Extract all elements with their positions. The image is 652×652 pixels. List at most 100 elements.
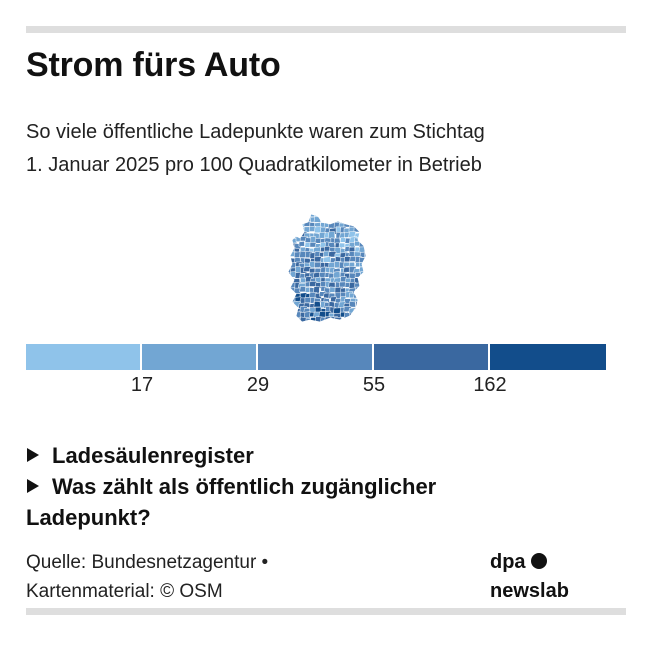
district-cell [289, 222, 297, 229]
germany-choropleth-map[interactable] [280, 212, 370, 324]
district-cell [364, 271, 366, 278]
district-cell [280, 238, 285, 243]
district-cell [288, 301, 293, 308]
district-cell [321, 323, 328, 324]
district-cell [280, 252, 286, 258]
district-cell [280, 293, 287, 298]
district-cell [363, 297, 366, 304]
district-cell [363, 216, 366, 223]
district-cell [298, 214, 306, 219]
district-cell [348, 216, 357, 223]
faq-toggle[interactable]: Was zählt als öffentlich zugänglicher La… [26, 471, 626, 533]
district-cell [294, 227, 304, 234]
chart-subtitle: So viele öffentliche Ladepunkte waren zu… [26, 116, 626, 182]
district-cell [280, 213, 285, 218]
district-cell [359, 280, 366, 288]
register-toggle[interactable]: Ladesäulenregister [26, 440, 626, 471]
district-cell [326, 323, 332, 324]
legend-bin [26, 344, 142, 370]
register-label: Ladesäulenregister [52, 443, 254, 468]
district-cell [359, 291, 366, 298]
legend-tick-label: 162 [473, 374, 507, 396]
district-cell [359, 231, 366, 239]
district-cell [280, 317, 285, 322]
district-cell [359, 217, 366, 225]
district-cell [280, 323, 286, 324]
district-cell [363, 227, 366, 234]
district-cell [323, 217, 331, 224]
legend-tick-label: 17 [130, 374, 154, 396]
district-cell [288, 241, 291, 248]
color-legend [26, 344, 606, 370]
district-cell [364, 261, 366, 270]
district-cell [364, 286, 366, 294]
district-cell [293, 217, 303, 224]
district-cell [360, 313, 366, 321]
source-line-2: Kartenmaterial: © OSM [26, 581, 223, 602]
district-cell [288, 245, 293, 253]
triangle-right-icon [27, 448, 39, 462]
district-cell [293, 321, 302, 322]
germany-outline [287, 213, 367, 323]
district-cell [353, 316, 362, 322]
district-cell [364, 237, 366, 244]
district-cell [364, 222, 366, 230]
district-cell [288, 277, 293, 285]
expandable-links: Ladesäulenregister Was zählt als öffentl… [26, 440, 626, 533]
district-cell [353, 214, 361, 218]
district-cell [359, 226, 366, 234]
district-cell [313, 300, 321, 308]
district-cell [358, 222, 366, 228]
district-cell [349, 214, 357, 218]
district-cell [289, 321, 298, 322]
district-cell [328, 282, 336, 288]
district-cell [280, 242, 284, 248]
district-cell [363, 283, 366, 288]
legend-bin [374, 344, 490, 370]
district-cell [280, 271, 286, 278]
district-cell [295, 221, 302, 229]
district-cell [363, 321, 366, 322]
district-cell [327, 231, 336, 239]
subtitle-line-2: 1. Januar 2025 pro 100 Quadratkilometer … [26, 154, 482, 176]
district-cell [288, 292, 292, 300]
district-cell [288, 222, 294, 229]
logo-line-1: dpa [490, 548, 569, 577]
legend-tick-label: 29 [246, 374, 270, 396]
district-cell [364, 231, 366, 238]
district-cell [364, 301, 366, 307]
district-cell [280, 222, 285, 227]
district-cell [363, 291, 366, 299]
district-cell [363, 240, 366, 249]
district-cell [345, 214, 352, 219]
district-cell [354, 322, 362, 324]
legend-tick-label: 55 [362, 374, 386, 396]
district-cell [288, 217, 293, 224]
district-cell [288, 316, 292, 322]
district-cell [358, 288, 366, 295]
district-cell [359, 308, 366, 315]
district-cell [355, 222, 363, 228]
district-cell [280, 262, 286, 267]
logo-line-2: newslab [490, 580, 569, 602]
district-cell [280, 297, 286, 303]
district-cell [288, 227, 291, 235]
district-cell [280, 313, 286, 320]
district-cell [306, 323, 312, 324]
district-cell [288, 216, 298, 223]
district-cell [355, 311, 362, 317]
dot-icon [530, 553, 547, 569]
source-line-1: Quelle: Bundesnetzagentur • [26, 552, 269, 573]
district-cell [365, 315, 366, 322]
district-cell [363, 214, 366, 218]
district-cell [303, 226, 311, 233]
district-cell [280, 308, 285, 314]
district-cell [350, 317, 358, 322]
dpa-newslab-logo[interactable]: dpa newslab [490, 548, 569, 606]
subtitle-line-1: So viele öffentliche Ladepunkte waren zu… [26, 121, 485, 143]
legend-bin [258, 344, 374, 370]
district-cell [343, 217, 352, 223]
district-cell [340, 214, 347, 220]
district-cell [338, 242, 346, 248]
district-cell [348, 301, 356, 308]
